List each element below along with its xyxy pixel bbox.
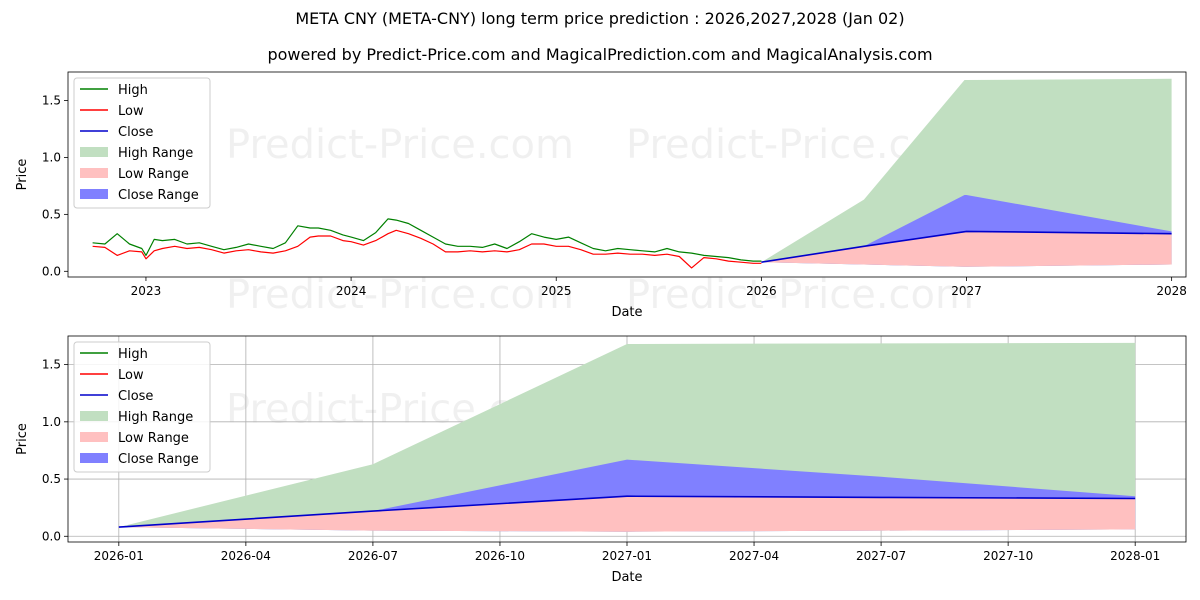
- legend-swatch-patch: [80, 432, 108, 442]
- legend-swatch-patch: [80, 168, 108, 178]
- y-tick-label: 1.5: [42, 358, 61, 372]
- high-line: [92, 218, 762, 262]
- legend-label: Low: [118, 104, 144, 119]
- x-tick-label: 2026: [746, 284, 777, 298]
- legend-label: High Range: [118, 146, 193, 161]
- legend: High Low Close High Range Low Range Close Ran…: [73, 77, 211, 209]
- x-tick-label: 2024: [336, 284, 367, 298]
- chart-panel-forecast: Predict-Price.comPredict-Price.com2026-0…: [15, 335, 1187, 585]
- low-range-area: [118, 496, 1136, 532]
- x-tick-label: 2027-04: [729, 549, 779, 563]
- x-axis-label: Date: [611, 570, 642, 585]
- x-tick-label: 2026-01: [94, 549, 144, 563]
- legend-label: High Range: [118, 410, 193, 425]
- y-axis-label: Price: [15, 159, 30, 191]
- legend-swatch-patch: [80, 189, 108, 199]
- y-tick-label: 1.5: [42, 93, 61, 107]
- legend-label: Low Range: [118, 431, 189, 446]
- chart-title: META CNY (META-CNY) long term price pred…: [295, 9, 905, 28]
- x-tick-label: 2028: [1156, 284, 1187, 298]
- watermark-text: Predict-Price.com: [626, 272, 974, 318]
- legend-label: Close Range: [118, 452, 199, 467]
- legend-label: Close: [118, 125, 153, 140]
- x-tick-label: 2027-10: [983, 549, 1033, 563]
- x-tick-label: 2023: [131, 284, 162, 298]
- y-tick-label: 0.0: [42, 264, 61, 278]
- y-tick-label: 0.5: [42, 472, 61, 486]
- close-line: [118, 495, 1136, 528]
- x-tick-label: 2027-07: [856, 549, 906, 563]
- x-tick-label: 2027-01: [602, 549, 652, 563]
- legend-label: High: [118, 347, 148, 362]
- legend-swatch-patch: [80, 411, 108, 421]
- chart-panel-overview: Predict-Price.com Predict-Price.com Predic…: [15, 71, 1187, 320]
- watermark-text: Predict-Price.com: [226, 122, 574, 168]
- legend-label: Low: [118, 368, 144, 383]
- legend-label: Low Range: [118, 167, 189, 182]
- y-axis-label: Price: [15, 423, 30, 455]
- low-line: [92, 229, 762, 269]
- legend-label: High: [118, 83, 148, 98]
- x-tick-label: 2026-04: [221, 549, 271, 563]
- y-tick-label: 0.0: [42, 529, 61, 543]
- y-tick-label: 0.5: [42, 207, 61, 221]
- y-tick-label: 1.0: [42, 415, 61, 429]
- axes-frame: [67, 71, 1187, 278]
- close-line: [761, 230, 1172, 263]
- x-tick-label: 2026-07: [348, 549, 398, 563]
- x-tick-label: 2028-01: [1110, 549, 1160, 563]
- low-range-area: [761, 231, 1172, 267]
- legend-label: Close Range: [118, 188, 199, 203]
- chart-subtitle: powered by Predict-Price.com and Magical…: [267, 45, 933, 64]
- x-axis-label: Date: [611, 305, 642, 320]
- legend-swatch-patch: [80, 147, 108, 157]
- x-tick-label: 2027: [951, 284, 982, 298]
- y-tick-label: 1.0: [42, 150, 61, 164]
- x-tick-label: 2025: [541, 284, 572, 298]
- x-tick-label: 2026-10: [475, 549, 525, 563]
- legend-swatch-patch: [80, 453, 108, 463]
- legend-label: Close: [118, 389, 153, 404]
- legend: High Low Close High Range Low Range Close Ran…: [73, 341, 211, 473]
- watermark-text: Predict-Price.com: [226, 272, 574, 318]
